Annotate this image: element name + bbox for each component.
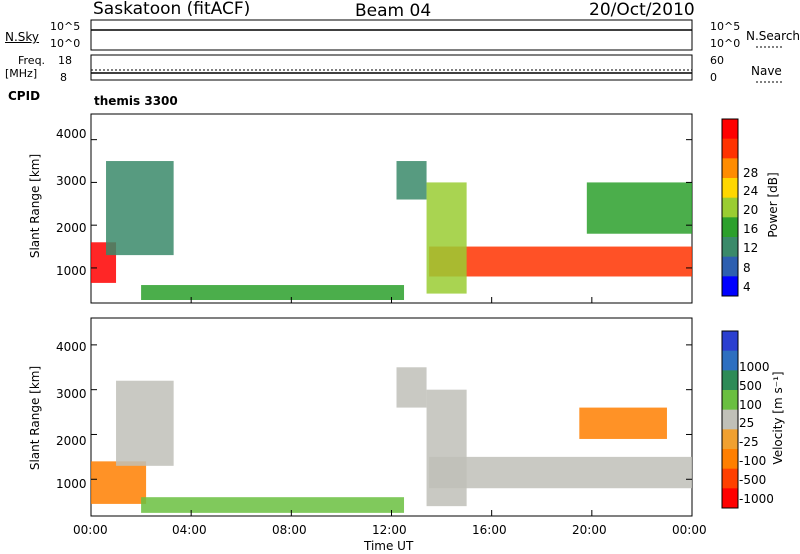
power-ytick-3000: 3000 xyxy=(56,174,87,188)
freq-right-tick-bottom: 0 xyxy=(710,71,717,84)
velocity-colorbar-swatch-8 xyxy=(722,488,738,509)
velocity-colorbar-swatch-7 xyxy=(722,468,738,489)
vel-ytick-4000: 4000 xyxy=(56,340,87,354)
power-cb-12: 12 xyxy=(743,241,759,255)
nsky-tick-top: 10^5 xyxy=(50,20,81,33)
xtick-0400: 04:00 xyxy=(172,523,207,537)
power-cb-24: 24 xyxy=(743,184,759,198)
power-colorbar-swatch-4 xyxy=(722,197,738,218)
freq-tick-top: 18 xyxy=(58,54,72,67)
velocity-echo-region-6 xyxy=(426,389,467,507)
power-echo-region-6 xyxy=(426,182,467,294)
xtick-1200: 12:00 xyxy=(372,523,407,537)
velocity-echo-region-1 xyxy=(116,380,174,466)
vel-cb-100: 100 xyxy=(739,398,762,412)
xlabel: Time UT xyxy=(364,539,414,553)
freq-panel-frame xyxy=(90,54,693,81)
velocity-colorbar-swatch-1 xyxy=(722,350,738,371)
station-title: Saskatoon (fitACF) xyxy=(93,0,251,19)
velocity-colorbar-swatch-0 xyxy=(722,331,738,352)
beam-title: Beam 04 xyxy=(355,1,432,21)
power-ytick-4000: 4000 xyxy=(56,127,87,141)
velocity-echo-region-0 xyxy=(91,461,147,504)
power-ytick-2000: 2000 xyxy=(56,221,87,235)
power-colorbar-swatch-1 xyxy=(722,138,738,159)
power-echo-region-2 xyxy=(141,285,405,301)
nsky-panel-frame xyxy=(90,19,693,51)
xtick-2000: 20:00 xyxy=(572,523,607,537)
power-cb-28: 28 xyxy=(743,166,759,180)
vel-cb-m100: -100 xyxy=(739,454,767,468)
velocity-colorbar-swatch-3 xyxy=(722,390,738,411)
freq-label-line2: [MHz] xyxy=(5,67,38,80)
cpid-value: themis 3300 xyxy=(94,94,178,108)
freq-right-tick-top: 60 xyxy=(710,54,724,67)
nave-label: Nave xyxy=(751,64,782,78)
velocity-colorbar-frame xyxy=(721,330,739,509)
vel-cb-1000: 1000 xyxy=(739,360,770,374)
vel-ylabel: Slant Range [km] xyxy=(28,365,42,471)
power-colorbar-frame xyxy=(721,118,739,297)
nsky-right-tick-bottom: 10^0 xyxy=(710,37,741,50)
nsearch-label: N.Search xyxy=(746,29,800,43)
power-cb-label: Power [dB] xyxy=(766,172,780,238)
power-cb-4: 4 xyxy=(743,280,751,294)
freq-label-line1: Freq. xyxy=(18,54,46,67)
power-echo-region-5 xyxy=(586,182,692,234)
power-echo-region-1 xyxy=(106,161,174,256)
vel-ytick-2000: 2000 xyxy=(56,434,87,448)
velocity-colorbar-swatch-2 xyxy=(722,370,738,391)
nsky-tick-bottom: 10^0 xyxy=(50,37,81,50)
power-cb-8: 8 xyxy=(743,261,751,275)
nsky-label: N.Sky xyxy=(5,30,40,44)
freq-tick-bottom: 8 xyxy=(60,71,67,84)
velocity-colorbar-swatch-5 xyxy=(722,429,738,450)
power-echo-region-4 xyxy=(429,246,692,277)
nsky-right-tick-top: 10^5 xyxy=(710,20,741,33)
velocity-echo-region-2 xyxy=(141,497,405,513)
xtick-1600: 16:00 xyxy=(472,523,507,537)
power-colorbar-swatch-0 xyxy=(722,119,738,140)
velocity-echo-region-3 xyxy=(396,367,427,408)
power-colorbar-swatch-2 xyxy=(722,158,738,179)
xtick-0800: 08:00 xyxy=(272,523,307,537)
power-cb-16: 16 xyxy=(743,222,759,236)
xtick-0000: 00:00 xyxy=(73,523,108,537)
power-echo-region-3 xyxy=(396,161,427,200)
power-colorbar-swatch-3 xyxy=(722,178,738,199)
power-colorbar-swatch-7 xyxy=(722,256,738,277)
power-colorbar-swatch-8 xyxy=(722,276,738,297)
vel-cb-25: 25 xyxy=(739,416,755,430)
velocity-colorbar-swatch-6 xyxy=(722,449,738,470)
power-cb-20: 20 xyxy=(743,203,759,217)
vel-cb-m1000: -1000 xyxy=(739,492,774,506)
power-ytick-1000: 1000 xyxy=(56,264,87,278)
velocity-echo-region-4 xyxy=(429,456,692,489)
vel-cb-m25: -25 xyxy=(739,435,759,449)
velocity-echo-region-5 xyxy=(579,407,667,439)
power-ylabel: Slant Range [km] xyxy=(28,153,42,259)
cpid-label: CPID xyxy=(8,89,41,103)
vel-cb-label: Velocity [m s⁻¹] xyxy=(771,371,785,465)
power-colorbar-swatch-6 xyxy=(722,237,738,258)
date-title: 20/Oct/2010 xyxy=(589,0,695,20)
velocity-colorbar-swatch-4 xyxy=(722,409,738,430)
xtick-2400: 00:00 xyxy=(672,523,707,537)
vel-ytick-3000: 3000 xyxy=(56,387,87,401)
vel-cb-m500: -500 xyxy=(739,473,767,487)
power-colorbar-swatch-5 xyxy=(722,217,738,238)
vel-cb-500: 500 xyxy=(739,379,762,393)
vel-ytick-1000: 1000 xyxy=(56,477,87,491)
